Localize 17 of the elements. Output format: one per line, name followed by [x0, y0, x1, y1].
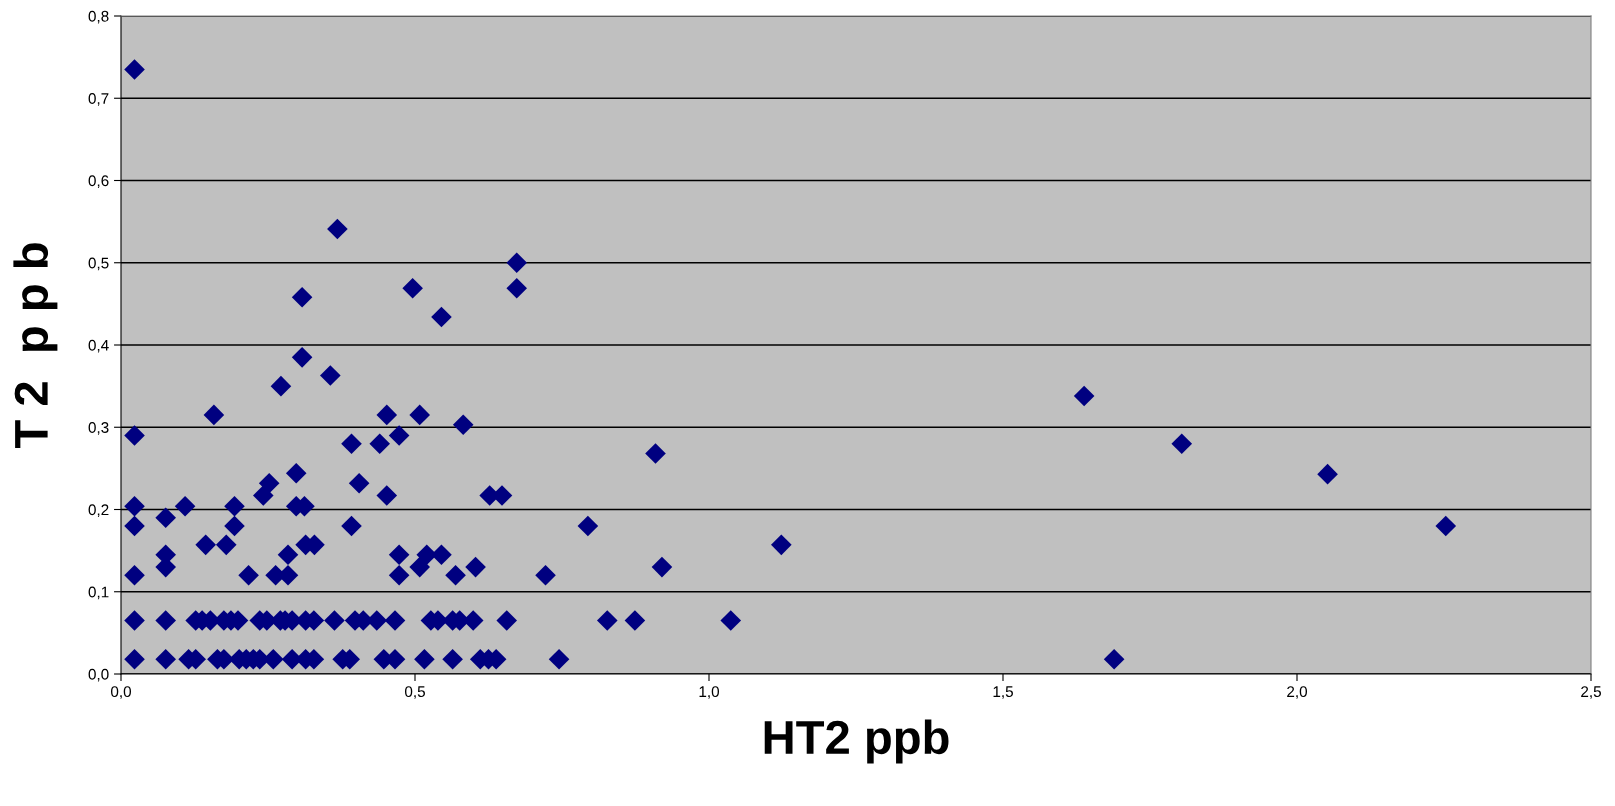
y-tick-label: 0,8 — [88, 10, 109, 24]
y-tick-label: 0,5 — [88, 257, 109, 271]
x-axis-title: HT2 ppb — [764, 719, 949, 764]
x-tick-label: 1,5 — [993, 686, 1013, 699]
x-tick-label: 2,0 — [1287, 686, 1308, 699]
y-tick-label: 0,6 — [88, 175, 109, 188]
y-tick-label: 0,2 — [88, 504, 109, 517]
y-axis-title: T 2 p p b — [13, 243, 58, 449]
y-tick-label: 0,7 — [88, 93, 109, 106]
x-tick-label: 2,5 — [1581, 686, 1601, 699]
y-tick-label: 0,1 — [88, 586, 109, 600]
y-tick-label: 0,0 — [88, 668, 109, 682]
y-tick-label: 0,3 — [88, 422, 109, 435]
x-tick-label: 0,0 — [110, 686, 132, 699]
y-tick-label: 0,4 — [88, 339, 109, 353]
x-tick-label: 1,0 — [699, 686, 720, 699]
x-tick-label: 0,5 — [404, 686, 425, 699]
